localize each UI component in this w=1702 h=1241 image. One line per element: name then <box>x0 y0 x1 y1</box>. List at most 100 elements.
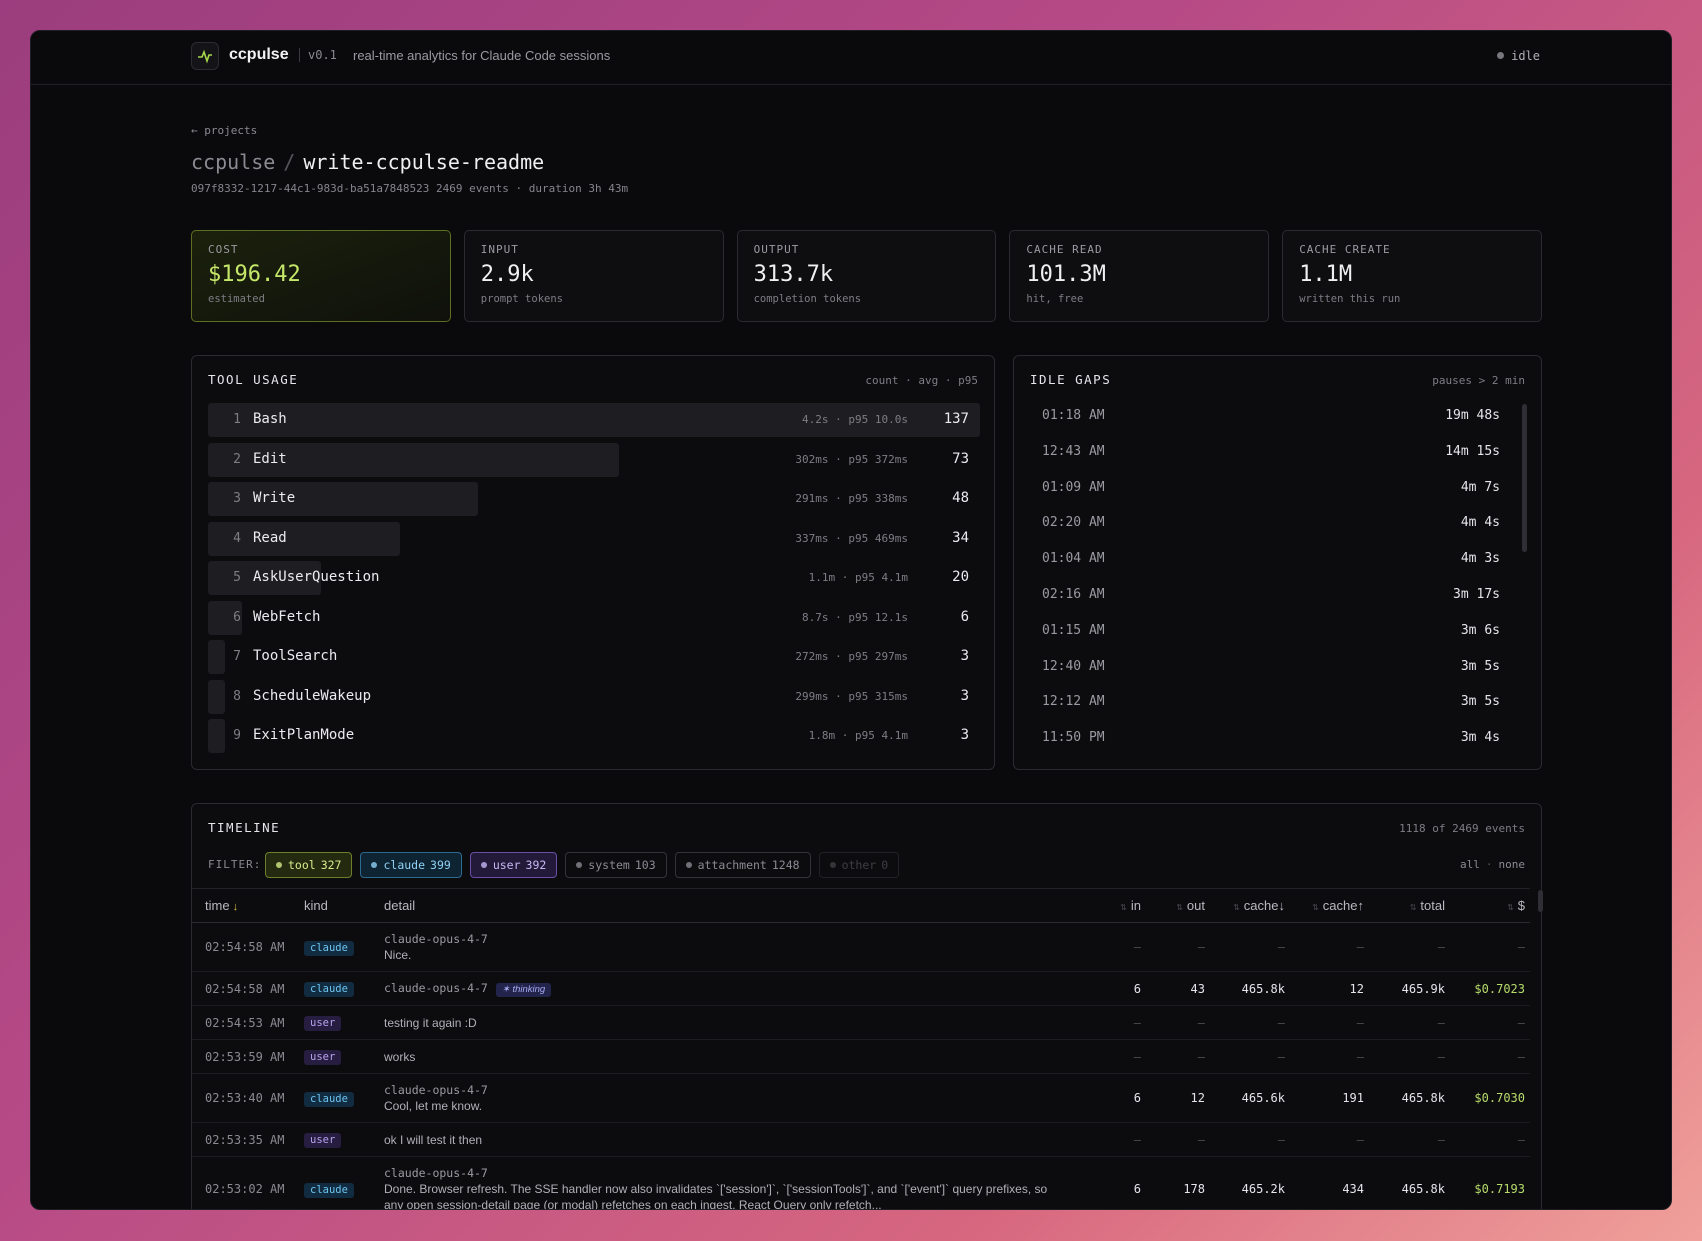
tagline: real-time analytics for Claude Code sess… <box>353 48 611 63</box>
idle-duration: 14m 15s <box>1445 443 1500 459</box>
cell-out: 12 <box>1190 1091 1205 1105</box>
column-header[interactable]: $ <box>1445 898 1525 913</box>
event-row[interactable]: 02:53:40 AM claude claude-opus-4-7 Cool, le… <box>192 1074 1530 1123</box>
logo <box>191 42 219 70</box>
usage-bar <box>208 403 980 437</box>
tool-name: ExitPlanMode <box>253 727 355 743</box>
rank: 1 <box>233 412 241 427</box>
filter-chips: tool 327 claude 399 user 392 system 103 attachme… <box>265 852 900 878</box>
tool-name: AskUserQuestion <box>253 569 380 585</box>
column-header[interactable]: cache↓ <box>1205 898 1285 913</box>
card-sub: estimated <box>208 293 265 305</box>
tool-usage-panel: TOOL USAGE count · avg · p95 1 Bash 4.2s ·… <box>191 355 995 770</box>
idle-row: 11:50 PM 3m 4s <box>1042 730 1500 750</box>
card-value: 101.3M <box>1026 262 1106 287</box>
filter-chip[interactable]: claude 399 <box>360 852 462 878</box>
chip-name: system <box>588 858 630 872</box>
column-label: out <box>1186 898 1205 913</box>
kind-cell: user <box>304 1048 384 1065</box>
scrollbar[interactable] <box>1538 890 1543 912</box>
event-time: 02:53:59 AM <box>205 1049 285 1064</box>
filter-chip[interactable]: other 0 <box>818 852 900 878</box>
cell-in: — <box>1133 940 1141 954</box>
column-header[interactable]: time ↓ <box>205 898 304 913</box>
cell-cache-create: — <box>1356 1015 1364 1030</box>
cell-cost: $0.7193 <box>1474 1182 1525 1196</box>
column-label: cache↓ <box>1243 898 1285 913</box>
column-label: $ <box>1517 898 1525 913</box>
column-header[interactable]: kind <box>304 898 384 913</box>
card-sub: hit, free <box>1026 293 1084 305</box>
idle-row: 02:16 AM 3m 17s <box>1042 587 1500 607</box>
chip-count: 327 <box>320 858 342 872</box>
column-header[interactable]: detail <box>384 898 1061 913</box>
card-value: 1.1M <box>1299 262 1353 287</box>
idle-time: 12:43 AM <box>1042 443 1105 459</box>
filter-chip[interactable]: system 103 <box>565 852 667 878</box>
card-label: CACHE READ <box>1026 243 1103 256</box>
event-row[interactable]: 02:53:35 AM user ok I will test it then — — —… <box>192 1123 1530 1157</box>
card-label: COST <box>208 243 239 256</box>
cell-total: 465.8k <box>1401 1182 1445 1196</box>
timing: 4.2s · p95 10.0s <box>802 413 908 426</box>
tool-row: 7 ToolSearch 272ms · p95 297ms 3 <box>208 640 980 674</box>
idle-duration: 3m 6s <box>1460 622 1500 638</box>
kind-cell: claude <box>304 1181 384 1198</box>
tool-row: 8 ScheduleWakeup 299ms · p95 315ms 3 <box>208 679 980 714</box>
back-link[interactable]: ← projects <box>191 124 258 137</box>
cell-total: 465.9k <box>1401 981 1445 996</box>
panel-legend: count · avg · p95 <box>865 374 978 387</box>
cell-cost: — <box>1517 940 1525 954</box>
column-label: in <box>1130 898 1141 913</box>
chip-name: claude <box>383 858 426 872</box>
idle-row: 12:43 AM 14m 15s <box>1042 444 1500 464</box>
event-row[interactable]: 02:53:02 AM claude claude-opus-4-7 Done. Br… <box>192 1157 1530 1209</box>
column-header[interactable]: total <box>1364 898 1445 913</box>
filter-chip[interactable]: user 392 <box>469 852 558 878</box>
usage-bar <box>208 482 479 516</box>
timing: 299ms · p95 315ms <box>795 689 908 703</box>
duration: duration 3h 43m <box>528 182 629 195</box>
detail: claude-opus-4-7 Cool, let me know. <box>384 1082 1061 1114</box>
project: ccpulse <box>191 150 276 174</box>
idle-duration: 4m 7s <box>1460 479 1500 495</box>
scrollbar[interactable] <box>1522 404 1527 552</box>
event-time: 02:53:40 AM <box>205 1091 285 1105</box>
column-header[interactable]: cache↑ <box>1285 898 1364 913</box>
idle-duration: 3m 5s <box>1460 694 1500 710</box>
card-label: CACHE CREATE <box>1299 243 1391 256</box>
tool-row: 3 Write 291ms · p95 338ms 48 <box>208 482 980 516</box>
cell-cache-read: 465.6k <box>1241 1091 1285 1105</box>
filter-chip[interactable]: attachment 1248 <box>674 852 811 878</box>
column-header[interactable]: in <box>1061 898 1141 913</box>
chip-count: 1248 <box>771 858 800 872</box>
event-row[interactable]: 02:54:53 AM user testing it again :D — — — — — — <box>192 1006 1530 1040</box>
select-all[interactable]: all <box>1460 858 1480 871</box>
chip-count: 399 <box>430 858 451 872</box>
event-row[interactable]: 02:54:58 AM claude claude-opus-4-7 Nice. — — —… <box>192 923 1530 972</box>
session-meta: 097f8332-1217-44c1-983d-ba51a7848523 246… <box>191 182 628 195</box>
select-none[interactable]: none <box>1498 858 1526 871</box>
cell-cache-read: — <box>1277 1015 1285 1030</box>
chip-count: 0 <box>881 858 889 872</box>
count: 48 <box>952 490 969 506</box>
timing: 1.1m · p95 4.1m <box>808 571 908 584</box>
event-time: 02:54:58 AM <box>205 981 285 996</box>
idle-duration: 4m 3s <box>1460 551 1500 567</box>
count: 34 <box>952 529 969 546</box>
event-row[interactable]: 02:53:59 AM user works — — — — — — <box>192 1040 1530 1074</box>
column-header[interactable]: out <box>1141 898 1205 913</box>
cell-cost: $0.7023 <box>1474 981 1525 996</box>
detail: works <box>384 1049 1061 1065</box>
filter-chip[interactable]: tool 327 <box>265 852 353 878</box>
kind-badge: claude <box>304 982 354 997</box>
idle-row: 12:12 AM 3m 5s <box>1042 694 1500 714</box>
event-row[interactable]: 02:54:58 AM claude claude-opus-4-7 ✶ thinki… <box>192 972 1530 1006</box>
app-name: ccpulse <box>229 46 289 63</box>
message: testing it again :D <box>384 1015 477 1030</box>
idle-row: 01:09 AM 4m 7s <box>1042 480 1500 500</box>
idle-duration: 3m 4s <box>1460 730 1500 746</box>
tool-name: Bash <box>253 411 287 427</box>
kind-cell: claude <box>304 980 384 997</box>
